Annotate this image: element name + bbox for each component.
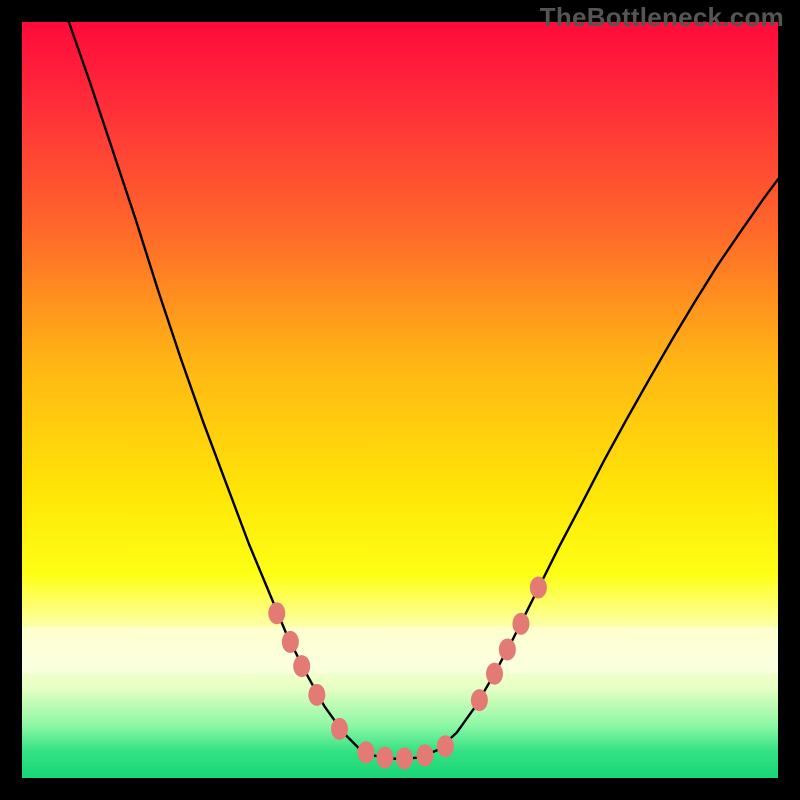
curve-marker <box>268 602 285 624</box>
bottleneck-chart <box>0 0 800 800</box>
curve-marker <box>437 735 454 757</box>
curve-marker <box>376 747 393 769</box>
curve-marker <box>331 718 348 740</box>
curve-marker <box>512 613 529 635</box>
curve-marker <box>530 576 547 598</box>
curve-marker <box>357 741 374 763</box>
curve-marker <box>396 747 413 769</box>
watermark-text: TheBottleneck.com <box>540 2 784 33</box>
curve-marker <box>282 631 299 653</box>
curve-marker <box>499 638 516 660</box>
curve-marker <box>486 663 503 685</box>
curve-marker <box>293 655 310 677</box>
highlight-band <box>22 627 778 674</box>
curve-marker <box>416 744 433 766</box>
curve-marker <box>308 684 325 706</box>
curve-marker <box>471 689 488 711</box>
